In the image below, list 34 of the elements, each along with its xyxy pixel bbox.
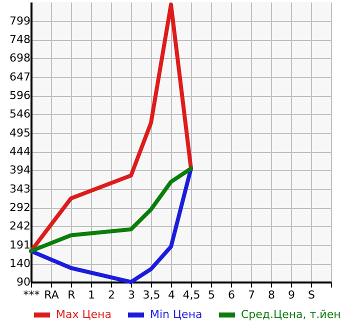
y-tick-label: 292: [10, 201, 30, 214]
x-tick-label: 4,5: [182, 288, 200, 302]
legend-label: Max Цена: [56, 308, 112, 321]
x-tick-label: 9: [288, 288, 295, 302]
x-tick-label: RA: [44, 288, 60, 302]
y-tick-label: 343: [10, 182, 30, 196]
x-tick-label: 4: [168, 288, 175, 302]
y-tick-label: 698: [10, 52, 30, 64]
y-tick-label: 444: [10, 145, 30, 158]
x-tick-label: ***: [23, 288, 40, 302]
line-series: [29, 166, 193, 254]
x-tick-label: 6: [228, 288, 235, 302]
x-tick-label: 8: [268, 288, 275, 302]
y-tick-label: 596: [10, 89, 30, 102]
x-tick-label: 3: [128, 288, 135, 302]
y-tick-label: 242: [10, 220, 30, 232]
x-tick-label: S: [308, 288, 316, 302]
y-tick-label: 748: [10, 33, 30, 46]
y-tick-label: 495: [10, 126, 30, 140]
x-tick-label: 5: [208, 288, 215, 302]
legend-label: Min Цена: [150, 308, 202, 321]
x-tick-label: R: [68, 288, 76, 302]
x-tick-label: 1: [88, 288, 95, 302]
y-tick-label: 394: [10, 164, 30, 176]
y-tick-label: 647: [10, 70, 30, 84]
x-tick-label: 3,5: [142, 288, 160, 302]
legend-label: Сред.Цена, т.йен: [241, 308, 341, 321]
y-tick-label: 140: [10, 257, 30, 270]
x-tick-label: 2: [108, 288, 115, 302]
y-tick-label: 90: [16, 276, 30, 288]
y-tick-label: 799: [10, 14, 30, 28]
y-tick-label: 191: [10, 238, 30, 252]
x-tick-label: 7: [248, 288, 255, 302]
y-tick-label: 546: [10, 108, 30, 120]
